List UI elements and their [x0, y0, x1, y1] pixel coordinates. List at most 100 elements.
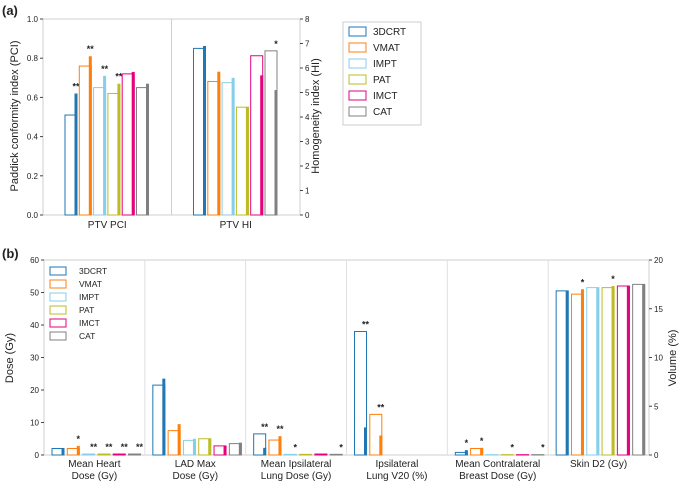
- legend-label-3DCRT: 3DCRT: [373, 27, 406, 38]
- panel-b-category-label: Breast Dose (Gy): [459, 471, 536, 482]
- panel-a-category-label: PTV PCI: [88, 220, 127, 231]
- panel-b-category-label: Mean Heart: [68, 459, 120, 470]
- significance-VMAT-pci_sig: **: [87, 44, 95, 54]
- bar-CAT-filled: [642, 284, 645, 455]
- significance-CAT: **: [136, 442, 144, 452]
- bar-PAT-filled: [612, 286, 615, 455]
- panel-b-left-tick-label: 50: [30, 289, 39, 298]
- bar-CAT-hi_filled: [275, 90, 278, 215]
- bar-PAT-filled: [107, 454, 110, 455]
- panel-b-category-label: LAD Max: [175, 459, 216, 470]
- bar-3DCRT-filled: [62, 449, 65, 456]
- significance-VMAT: **: [276, 424, 284, 434]
- bar-3DCRT-filled: [566, 291, 569, 455]
- panel-a-right-tick-label: 6: [305, 64, 310, 73]
- bar-IMCT-filled: [224, 446, 227, 455]
- bar-3DCRT-filled: [465, 450, 468, 455]
- panel-b-left-tick-label: 0: [35, 451, 40, 460]
- bar-IMCT-hi_filled: [260, 75, 263, 215]
- bar-VMAT-filled: [581, 289, 584, 455]
- legend-label-CAT: CAT: [373, 107, 392, 118]
- legend-label-PAT: PAT: [373, 75, 391, 86]
- significance-IMPT: **: [90, 442, 98, 452]
- panel-a-left-tick-label: 0.6: [27, 93, 39, 102]
- panel-a-label: (a): [2, 3, 18, 18]
- panel-b-left-tick-label: 60: [30, 256, 39, 265]
- significance-3DCRT: **: [261, 422, 269, 432]
- legend-label-VMAT: VMAT: [373, 43, 400, 54]
- panel-b-right-tick-label: 5: [654, 402, 659, 411]
- panel-b-category-label: Dose (Gy): [72, 471, 118, 482]
- legend-label-PAT: PAT: [79, 305, 94, 315]
- panel-a-right-tick-label: 0: [305, 211, 310, 220]
- bar-VMAT-filled: [278, 436, 281, 455]
- significance-VMAT: *: [77, 434, 81, 444]
- significance-3DCRT: **: [362, 320, 370, 330]
- bar-3DCRT-filled: [263, 448, 266, 455]
- panel-b-right-tick-label: 20: [654, 256, 663, 265]
- bar-PAT-hi_filled: [246, 107, 249, 215]
- significance-CAT-hi_sig: *: [274, 39, 278, 49]
- significance-VMAT: *: [480, 436, 484, 446]
- bar-VMAT-pci_filled: [89, 56, 92, 215]
- legend-label-IMCT: IMCT: [373, 91, 397, 102]
- panel-a-right-tick-label: 5: [305, 89, 310, 98]
- bar-CAT-filled: [138, 454, 141, 455]
- legend-label-IMPT: IMPT: [79, 292, 99, 302]
- significance-PAT: *: [611, 274, 615, 284]
- bar-CAT-filled: [239, 443, 242, 455]
- panel-a-left-tick-label: 1.0: [27, 15, 39, 24]
- panel-b-left-tick-label: 40: [30, 321, 39, 330]
- panel-a-right-tick-label: 2: [305, 162, 310, 171]
- bar-IMCT-filled: [123, 454, 126, 455]
- panel-a-right-tick-label: 8: [305, 15, 310, 24]
- legend-label-VMAT: VMAT: [79, 279, 102, 289]
- bar-IMCT-pci_filled: [132, 72, 135, 215]
- bar-IMPT-filled: [294, 454, 297, 455]
- bar-3DCRT-hi_filled: [203, 46, 206, 215]
- panel-b-right-tick-label: 10: [654, 354, 663, 363]
- bar-IMPT-pci_filled: [103, 76, 106, 215]
- panel-b-category-label: Lung V20 (%): [366, 471, 427, 482]
- significance-PAT: **: [105, 442, 113, 452]
- legend-label-CAT: CAT: [79, 331, 95, 341]
- panel-a-right-tick-label: 1: [305, 187, 310, 196]
- panel-b-left-axis-label: Dose (Gy): [4, 333, 16, 383]
- bar-PAT-filled: [208, 439, 211, 455]
- panel-b-left-tick-label: 30: [30, 354, 39, 363]
- bar-3DCRT-filled: [162, 379, 165, 455]
- significance-VMAT: **: [377, 402, 385, 412]
- significance-VMAT: *: [581, 277, 585, 287]
- bar-IMPT-hi_filled: [232, 78, 235, 215]
- bar-IMCT-filled: [324, 454, 327, 455]
- bar-VMAT-filled: [178, 424, 181, 455]
- panel-b-left-tick-label: 20: [30, 386, 39, 395]
- bar-PAT-filled: [309, 454, 312, 455]
- panel-b-category-label: Skin D2 (Gy): [570, 459, 627, 470]
- bar-CAT-filled: [340, 454, 343, 455]
- significance-IMCT: **: [121, 442, 129, 452]
- panel-b-right-axis-label: Volume (%): [667, 330, 679, 387]
- bar-IMPT-filled: [92, 454, 95, 455]
- significance-IMPT: *: [294, 442, 298, 452]
- bar-IMPT-filled: [193, 439, 196, 455]
- panel-b-right-tick-label: 15: [654, 305, 663, 314]
- panel-a-left-axis-label: Paddick conformity index (PCI): [9, 41, 21, 192]
- panel-b-category-label: Ipsilateral: [376, 459, 419, 470]
- panel-b-left-tick-label: 10: [30, 419, 39, 428]
- legend-label-IMCT: IMCT: [79, 318, 100, 328]
- panel-a-right-tick-label: 7: [305, 40, 310, 49]
- bar-3DCRT-pci_filled: [75, 93, 78, 215]
- panel-b-category-label: Mean Ipsilateral: [261, 459, 332, 470]
- significance-IMPT-pci_sig: **: [101, 64, 109, 74]
- bar-CAT-pci_filled: [146, 84, 149, 215]
- bar-IMCT-filled: [627, 286, 630, 455]
- bar-3DCRT-filled: [364, 427, 367, 455]
- panel-a-left-tick-label: 0.0: [27, 211, 39, 220]
- panel-b-category-label: Lung Dose (Gy): [261, 471, 332, 482]
- significance-3DCRT: *: [465, 438, 469, 448]
- panel-b-right-tick-label: 0: [654, 451, 659, 460]
- panel-b-label: (b): [2, 246, 19, 261]
- significance-CAT: *: [541, 443, 545, 453]
- panel-b-category-label: Mean Contralateral: [455, 459, 540, 470]
